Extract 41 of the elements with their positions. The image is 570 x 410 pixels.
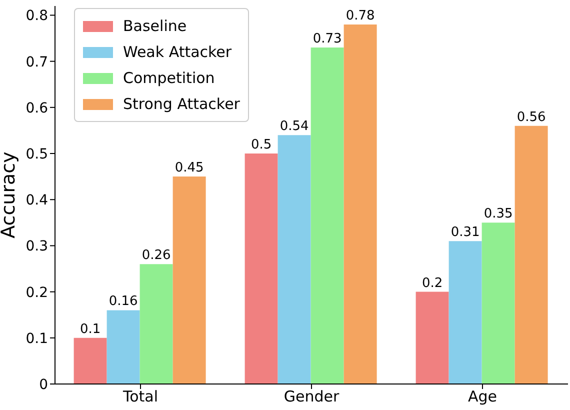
y-tick-label: 0 [39, 376, 48, 393]
x-tick-label: Gender [284, 388, 340, 406]
bar [172, 176, 206, 384]
y-tick-label: 0.1 [26, 330, 48, 347]
bar [106, 310, 140, 384]
data-label: 0.1 [80, 322, 101, 337]
y-tick-label: 0.3 [26, 238, 48, 255]
data-label: 0.54 [280, 119, 309, 134]
bar [448, 241, 482, 384]
bar [514, 126, 548, 384]
y-tick-label: 0.7 [26, 54, 48, 70]
data-label: 0.35 [484, 206, 513, 222]
bar [416, 292, 449, 384]
data-label: 0.78 [346, 8, 375, 24]
data-label: 0.5 [250, 138, 272, 153]
data-label: 0.73 [312, 31, 342, 46]
y-tick-label: 0.5 [26, 146, 48, 162]
y-tick-label: 0.2 [26, 284, 48, 301]
data-label: 0.56 [516, 110, 546, 125]
data-label: 0.31 [450, 225, 480, 240]
data-label: 0.45 [174, 160, 204, 176]
legend-label: Baseline [123, 17, 187, 35]
legend-label: Competition [123, 69, 215, 87]
y-tick-label: 0.8 [26, 8, 48, 24]
y-tick-label: 0.4 [26, 192, 48, 209]
bar [310, 47, 344, 384]
bar [482, 222, 515, 384]
legend-label: Strong Attacker [123, 95, 240, 113]
y-axis-title: Accuracy [0, 152, 20, 238]
bar [140, 264, 173, 384]
data-label: 0.26 [142, 248, 171, 264]
y-tick-label: 0.6 [26, 100, 48, 116]
bar [278, 135, 311, 384]
data-label: 0.2 [422, 276, 443, 291]
x-tick-label: Total [122, 388, 158, 406]
bar [244, 154, 278, 384]
bar [344, 24, 377, 384]
legend-label: Weak Attacker [123, 43, 232, 61]
x-tick-label: Age [468, 388, 498, 406]
bar [74, 338, 107, 384]
data-label: 0.16 [108, 294, 138, 310]
